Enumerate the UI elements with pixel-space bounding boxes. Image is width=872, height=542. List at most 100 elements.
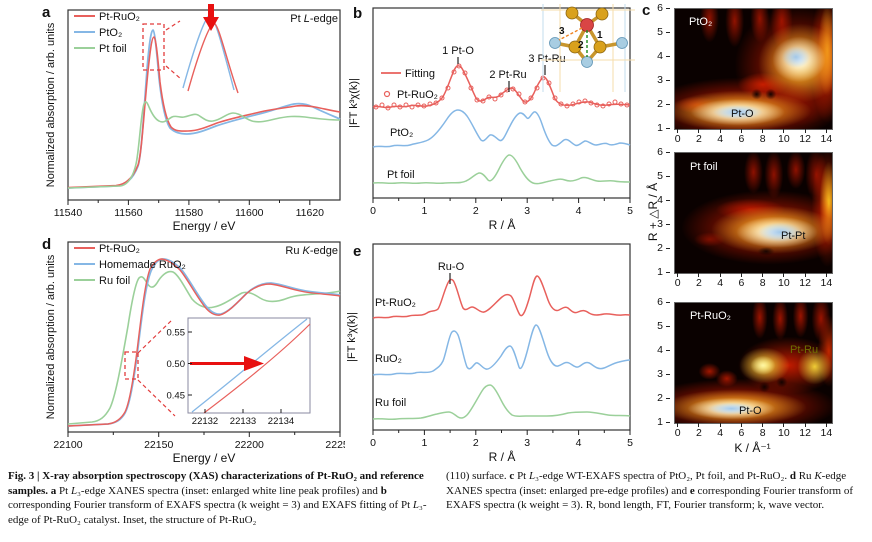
hm-xtick: 10 <box>773 273 794 289</box>
panel-d-letter: d <box>42 236 51 253</box>
x-tick-labels: 0 1 2 3 4 5 <box>370 205 633 217</box>
panel-e-letter: e <box>353 243 361 260</box>
legend-label-pt-ruo2: Pt-RuO₂ <box>397 89 438 101</box>
wt-exafs-heatmap-pto2: PtO₂ Pt-O <box>674 8 833 130</box>
legend-label-pto2: PtO₂ <box>99 27 122 39</box>
hm-xtick: 8 <box>752 129 773 145</box>
caption-segment: Pt <box>514 470 529 482</box>
ru-foil-curve <box>67 270 341 425</box>
pt-foil-curve <box>67 101 341 189</box>
caption-segment: Pt <box>56 484 71 497</box>
x-major-ticks <box>67 200 311 205</box>
panel-b-peak-annotations: 1 Pt-O 2 Pt-Ru 3 Pt-Ru <box>442 45 566 92</box>
hm-ytick: 1 <box>648 416 670 428</box>
hm-ytick: 2 <box>648 392 670 404</box>
ru-atom-icon <box>568 40 582 54</box>
hm-xtick: 14 <box>816 273 837 289</box>
x-axis-label: K / Å⁻¹ <box>734 441 771 455</box>
curve-label-ruo2: RuO₂ <box>375 353 402 365</box>
x-axis-label: Energy / eV <box>173 451 236 465</box>
legend-label-ruo2: Homemade RuO₂ <box>99 259 186 271</box>
x-axis-label: R / Å <box>489 449 516 464</box>
heatmap-title: PtO₂ <box>689 16 713 28</box>
heatmap3-y-ticks: 6 5 4 3 2 1 <box>648 296 670 428</box>
heatmap-annotation-pt-o: Pt-O <box>739 405 762 417</box>
caption-right-column: (110) surface. c Pt L₃-edge WT-EXAFS spe… <box>446 469 866 527</box>
svg-text:22132: 22132 <box>192 416 218 427</box>
x-major-ticks <box>67 432 341 437</box>
wt-exafs-heatmap-pt-ruo2: Pt-RuO₂ Pt-Ru Pt-O <box>674 302 833 424</box>
heatmap-annotation-pt-o: Pt-O <box>731 108 754 120</box>
curve-label-pt-ruo2: Pt-RuO₂ <box>375 297 416 309</box>
svg-text:5: 5 <box>627 205 633 217</box>
svg-text:1: 1 <box>421 437 427 449</box>
caption-segment: a <box>50 484 57 497</box>
pt-ruo2-curve <box>67 258 341 427</box>
curve-label-ru-foil: Ru foil <box>375 397 406 409</box>
panel-d-legend: Pt-RuO₂ Homemade RuO₂ Ru foil <box>74 243 186 287</box>
hm-xtick: 4 <box>710 273 731 289</box>
legend-label-pt-ruo2: Pt-RuO₂ <box>99 11 140 23</box>
hm-ytick: 3 <box>648 218 670 230</box>
annotation-ru-o: Ru-O <box>438 261 465 273</box>
legend-label-ru-foil: Ru foil <box>99 275 130 287</box>
caption-segment: ₃-edge XANES spectra (inset: enlarged wh… <box>77 484 381 497</box>
x-axis-label: R / Å <box>489 217 516 232</box>
svg-text:22200: 22200 <box>235 439 264 451</box>
panel-a-inset-whiteline <box>182 4 239 94</box>
x-tick-labels: 22100 22150 22200 22250 <box>53 439 345 451</box>
svg-text:11540: 11540 <box>54 207 83 219</box>
panel-d-zoom-callout <box>124 319 176 417</box>
panel-b-letter: b <box>353 5 362 22</box>
svg-text:22133: 22133 <box>230 416 256 427</box>
x-minor-ticks <box>398 430 605 433</box>
svg-text:5: 5 <box>627 437 633 449</box>
bond-3-dashed <box>558 27 583 41</box>
x-axis-label: Energy / eV <box>173 219 236 232</box>
inset-pt-ruo2-line <box>203 323 311 414</box>
svg-text:3: 3 <box>524 437 530 449</box>
svg-text:0: 0 <box>370 437 376 449</box>
heatmap3-x-ticks: 0 2 4 6 8 10 12 14 <box>667 423 837 439</box>
svg-text:3: 3 <box>524 205 530 217</box>
hm-ytick: 3 <box>648 368 670 380</box>
bond-number-3: 3 <box>559 26 565 37</box>
hm-ytick: 4 <box>648 50 670 62</box>
svg-text:4: 4 <box>576 205 582 217</box>
hm-ytick: 4 <box>648 344 670 356</box>
inset-ticks <box>188 331 282 413</box>
x-major-ticks <box>372 198 631 203</box>
ru-foil-curve <box>372 384 631 421</box>
ruo2-curve <box>372 324 631 376</box>
pt-foil-curve <box>372 154 631 185</box>
pt-ruo2-curve <box>67 36 341 189</box>
panel-e-curve-labels: Pt-RuO₂ RuO₂ Ru foil <box>375 297 416 409</box>
svg-text:11620: 11620 <box>296 207 325 219</box>
hm-xtick: 12 <box>795 273 816 289</box>
y-axis-label: |FT k³χ(k)| <box>348 78 360 128</box>
caption-segment: ₃-edge WT-EXAFS spectra of PtO₂, Pt foil… <box>535 470 790 482</box>
hm-xtick: 12 <box>795 129 816 145</box>
hm-xtick: 2 <box>688 423 709 439</box>
y-axis-label: Normalized absorption / arb. units <box>45 22 57 187</box>
curve-label-pt-foil: Pt foil <box>387 169 415 181</box>
svg-text:0.55: 0.55 <box>167 328 186 339</box>
x-major-ticks <box>372 430 631 435</box>
hm-ytick: 1 <box>648 122 670 134</box>
hm-xtick: 8 <box>752 423 773 439</box>
annotation-pt-ru-3: 3 Pt-Ru <box>528 53 565 65</box>
caption-segment: L <box>412 499 420 511</box>
atoms <box>549 6 628 68</box>
hm-ytick: 5 <box>648 170 670 182</box>
hm-xtick: 4 <box>710 423 731 439</box>
x-minor-ticks <box>112 432 296 435</box>
hm-ytick: 3 <box>648 74 670 86</box>
inset-tick-labels: 0.55 0.50 0.45 22132 22133 22134 <box>167 328 295 428</box>
heatmap-title: Pt foil <box>690 161 718 173</box>
svg-text:22134: 22134 <box>268 416 294 427</box>
hm-xtick: 14 <box>816 423 837 439</box>
y-axis-label: |FT k³χ(k)| <box>346 312 358 362</box>
pt-atom-icon <box>580 18 594 32</box>
